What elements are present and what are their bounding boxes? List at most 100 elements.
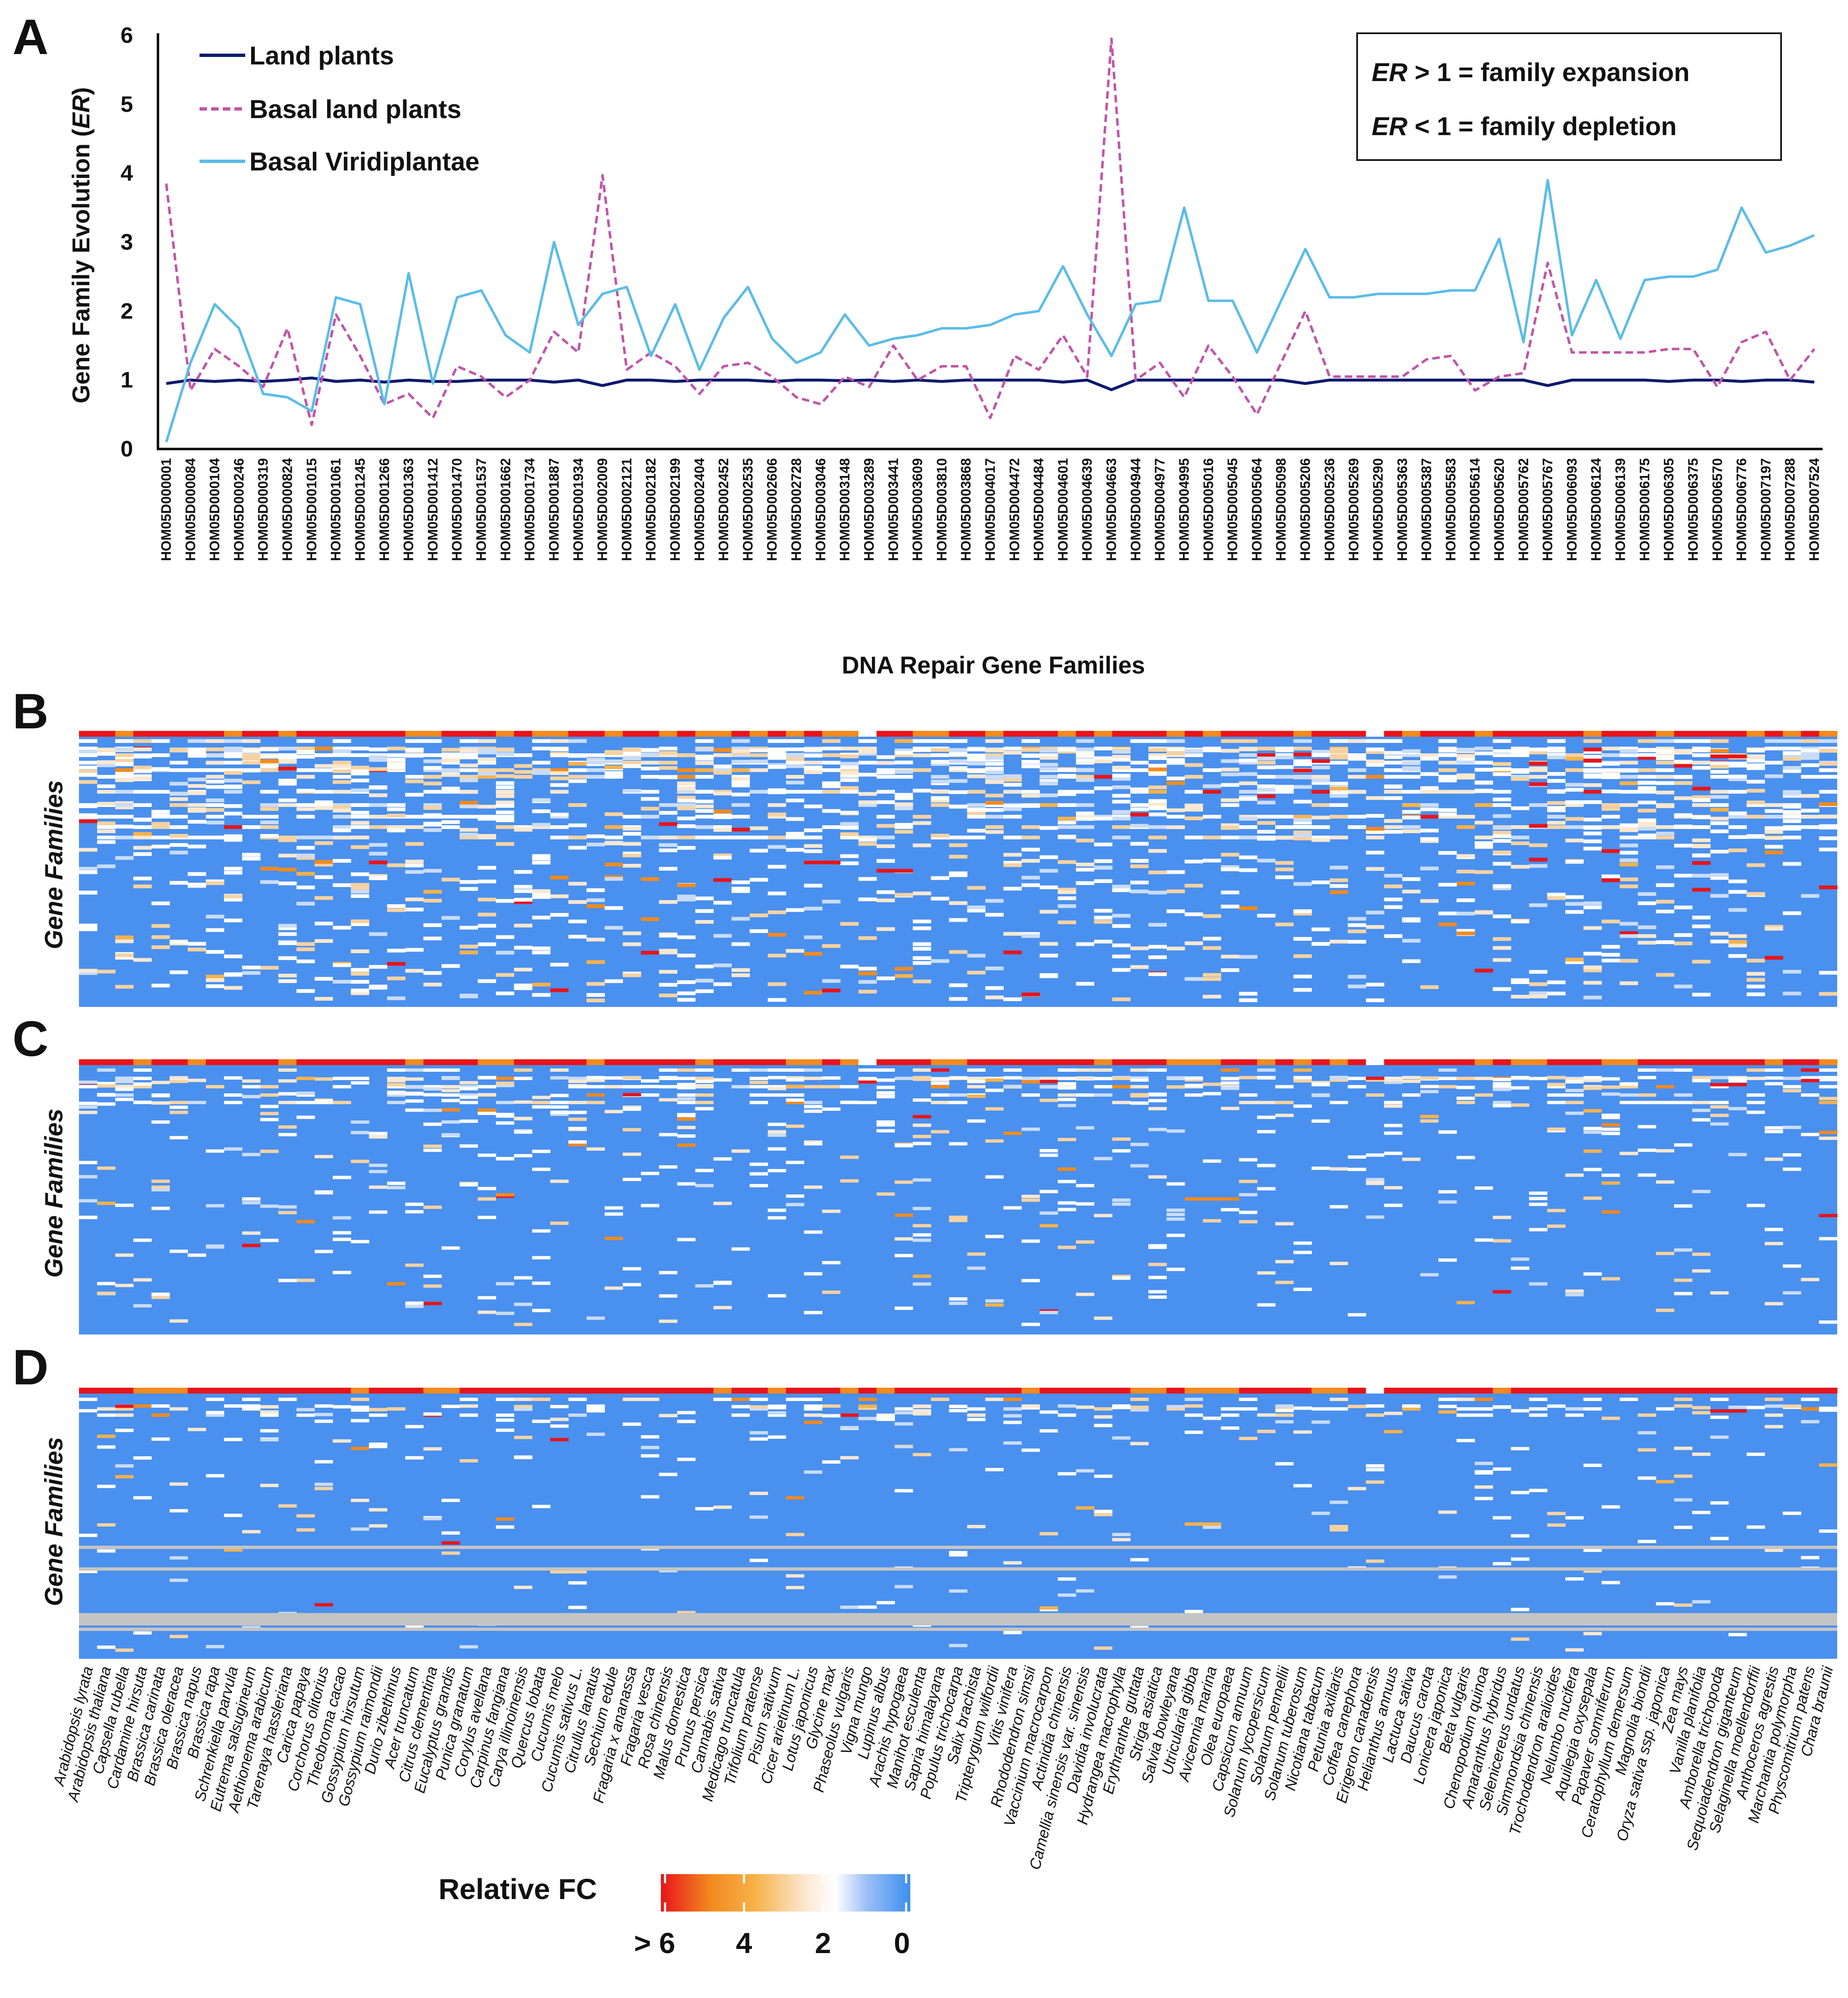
heatmap-cell (550, 739, 569, 743)
heatmap-cell (1656, 768, 1675, 772)
heatmap-cell (1547, 739, 1566, 743)
heatmap-cell (441, 752, 460, 756)
heatmap-cell (478, 1153, 496, 1157)
heatmap-cell (1330, 1205, 1348, 1209)
heatmap-cell (1529, 1388, 1547, 1394)
heatmap-cell (1619, 761, 1638, 765)
heatmap-cell (768, 748, 786, 752)
heatmap-cell (459, 887, 478, 891)
heatmap-cell (1783, 911, 1801, 915)
heatmap-cell (206, 808, 224, 812)
heatmap-cell (1783, 790, 1801, 794)
heatmap-cell (876, 731, 895, 737)
heatmap-cell (1366, 796, 1385, 800)
heatmap-cell (296, 872, 315, 876)
heatmap-cell (1166, 1213, 1185, 1216)
heatmap-cell (641, 1085, 660, 1088)
heatmap-cell (1057, 1472, 1076, 1476)
heatmap-cell (1602, 959, 1620, 962)
heatmap-cell (369, 785, 387, 789)
heatmap-cell (1148, 1275, 1167, 1279)
heatmap-cell (967, 1388, 986, 1394)
heatmap-cell (314, 800, 333, 804)
heatmap-cell (1311, 927, 1330, 931)
heatmap-cell (115, 775, 134, 778)
heatmap-cell (1257, 1271, 1276, 1275)
heatmap-cell (1257, 830, 1276, 834)
heatmap-cell (97, 760, 116, 764)
heatmap-cell (478, 1216, 496, 1219)
heatmap-cell (568, 846, 587, 850)
heatmap-cell (1783, 992, 1801, 996)
heatmap-cell (876, 790, 895, 794)
heatmap-cell (913, 821, 931, 825)
heatmap-cell (1638, 1388, 1656, 1394)
heatmap-cell (423, 869, 442, 873)
heatmap-cell (1783, 836, 1801, 839)
heatmap-cell (1474, 845, 1493, 849)
heatmap-cell (1311, 1167, 1330, 1170)
heatmap-cell (296, 750, 315, 754)
heatmap-cell (1692, 748, 1711, 752)
heatmap-cell (1583, 965, 1602, 969)
x-tick-label: HOM05D001662 (498, 458, 513, 561)
heatmap-cell (351, 836, 370, 839)
heatmap-cell (1656, 1252, 1675, 1256)
heatmap-cell (768, 836, 786, 839)
heatmap-cell (1764, 1157, 1783, 1161)
heatmap-cell (1710, 1409, 1747, 1413)
heatmap-cell (1602, 807, 1620, 811)
heatmap-cell (840, 747, 859, 750)
heatmap-cell (1493, 937, 1511, 941)
heatmap-cell (1293, 831, 1312, 834)
heatmap-cell (369, 815, 387, 819)
heatmap-cell (514, 1322, 532, 1326)
heatmap-cell (133, 852, 152, 856)
heatmap-cell (115, 731, 134, 737)
heatmap-cell (804, 836, 823, 839)
heatmap-cell (1692, 844, 1711, 849)
heatmap-cell (786, 752, 804, 757)
heatmap-cell (1257, 753, 1276, 757)
heatmap-cell (822, 739, 841, 743)
heatmap-cell (296, 1115, 315, 1119)
heatmap-cell (1040, 826, 1058, 830)
heatmap-cell (387, 863, 406, 867)
heatmap-cell (97, 784, 116, 788)
heatmap-cell (1293, 769, 1312, 773)
heatmap-cell (496, 1081, 515, 1085)
heatmap-cell (949, 997, 968, 1001)
heatmap-cell (1076, 768, 1094, 772)
heatmap-cell (1311, 1407, 1330, 1411)
heatmap-cell (405, 1108, 424, 1112)
heatmap-cell (314, 747, 333, 750)
heatmap-cell (1565, 757, 1584, 761)
heatmap-cell (1529, 782, 1547, 786)
heatmap-cell (496, 774, 515, 778)
heatmap-cell (586, 834, 605, 839)
heatmap-cell (967, 1085, 986, 1088)
heatmap-cell (170, 1407, 188, 1411)
heatmap-cell (1783, 739, 1801, 743)
heatmap-cell (1130, 965, 1149, 969)
heatmap-cell (695, 909, 714, 913)
heatmap-cell (1583, 1109, 1602, 1112)
heatmap-cell (1293, 731, 1312, 737)
x-tick-label: HOM05D005236 (1322, 458, 1337, 561)
heatmap-cell (1057, 1593, 1076, 1597)
heatmap-cell (1275, 923, 1294, 927)
heatmap-cell (1293, 825, 1312, 829)
heatmap-cell (459, 1081, 478, 1085)
heatmap-cell (1764, 1398, 1783, 1401)
heatmap-cell (1221, 759, 1239, 763)
heatmap-cell (1185, 1398, 1203, 1401)
heatmap-cell (1456, 929, 1475, 933)
heatmap-cell (1040, 1153, 1058, 1157)
heatmap-cell (1638, 786, 1656, 790)
heatmap-cell (677, 1388, 696, 1394)
heatmap-cell (514, 1276, 532, 1280)
heatmap-cell (1094, 816, 1113, 821)
heatmap-cell (1547, 1388, 1566, 1394)
heatmap-cell (351, 765, 370, 770)
heatmap-cell (170, 768, 188, 772)
